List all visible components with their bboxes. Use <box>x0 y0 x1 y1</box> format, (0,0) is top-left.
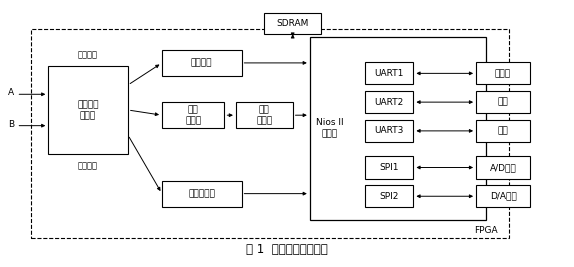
Bar <box>476 156 530 179</box>
Bar <box>476 120 530 142</box>
Bar <box>365 185 413 207</box>
Text: 图 1  系统功能原理框图: 图 1 系统功能原理框图 <box>246 244 328 256</box>
Bar <box>365 91 413 113</box>
Text: 和频计数器: 和频计数器 <box>188 189 215 198</box>
Bar <box>476 91 530 113</box>
Text: 低通
滤波器: 低通 滤波器 <box>256 105 272 125</box>
Bar <box>162 102 224 128</box>
Text: SPI1: SPI1 <box>379 163 399 172</box>
Bar <box>365 156 413 179</box>
Text: Nios II
处理器: Nios II 处理器 <box>316 118 343 138</box>
Text: FPGA: FPGA <box>474 226 497 235</box>
Text: 上位机: 上位机 <box>495 69 511 78</box>
Text: 抖频计算: 抖频计算 <box>191 58 212 67</box>
Text: 可逆
计数器: 可逆 计数器 <box>185 105 201 125</box>
Bar <box>236 102 293 128</box>
Text: 抖动: 抖动 <box>498 126 509 135</box>
Text: B: B <box>8 120 14 129</box>
Bar <box>365 62 413 84</box>
Text: A/D转换: A/D转换 <box>490 163 517 172</box>
Bar <box>31 29 509 238</box>
Text: UART1: UART1 <box>375 69 404 78</box>
Bar <box>264 13 321 34</box>
Bar <box>162 50 242 76</box>
Text: UART3: UART3 <box>375 126 404 135</box>
Bar <box>48 65 128 154</box>
Text: 跳变检测
及鉴相: 跳变检测 及鉴相 <box>77 100 99 120</box>
Text: 方向信号: 方向信号 <box>78 50 98 59</box>
Text: 计数脉冲: 计数脉冲 <box>78 161 98 170</box>
Text: A: A <box>8 88 14 97</box>
Bar <box>310 37 486 220</box>
Bar <box>476 185 530 207</box>
Text: 稳频: 稳频 <box>498 98 509 107</box>
Text: SDRAM: SDRAM <box>277 19 309 28</box>
Bar <box>162 180 242 207</box>
Text: SPI2: SPI2 <box>379 192 399 201</box>
Text: D/A转换: D/A转换 <box>490 192 517 201</box>
Text: UART2: UART2 <box>375 98 404 107</box>
Bar <box>365 120 413 142</box>
Bar <box>476 62 530 84</box>
